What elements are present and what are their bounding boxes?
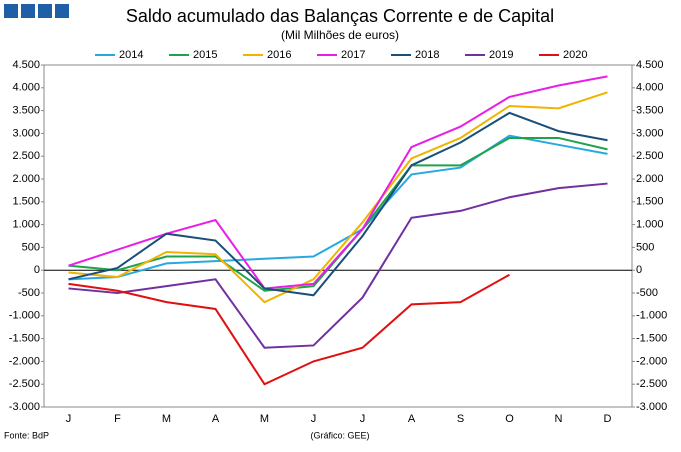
y-tick-label: -1.500 <box>9 333 40 345</box>
y2-tick-label: -2.500 <box>636 378 667 390</box>
y-tick-label: 500 <box>22 241 40 253</box>
x-tick-label: A <box>212 413 220 425</box>
chart-title: Saldo acumulado das Balanças Corrente e … <box>126 6 554 26</box>
legend-label: 2018 <box>415 49 439 61</box>
y-tick-label: -2.500 <box>9 378 40 390</box>
legend-label: 2017 <box>341 49 365 61</box>
logo <box>38 4 52 18</box>
source: Fonte: BdP <box>4 430 49 440</box>
logo <box>21 4 35 18</box>
series-line <box>68 273 510 386</box>
y2-tick-label: 1.000 <box>636 219 664 231</box>
y2-tick-label: 3.500 <box>636 105 664 117</box>
legend-label: 2014 <box>119 49 143 61</box>
series-line <box>68 182 608 349</box>
y2-tick-label: 1.500 <box>636 196 664 208</box>
y2-tick-label: -500 <box>636 287 658 299</box>
series-line <box>68 91 608 304</box>
y2-tick-label: -3.000 <box>636 401 667 413</box>
legend-label: 2016 <box>267 49 291 61</box>
y-tick-label: 3.000 <box>12 127 40 139</box>
logo <box>55 4 69 18</box>
legend-label: 2019 <box>489 49 513 61</box>
y-tick-label: -1.000 <box>9 310 40 322</box>
y-tick-label: 2.500 <box>12 150 40 162</box>
y-tick-label: -2.000 <box>9 355 40 367</box>
x-tick-label: J <box>311 413 317 425</box>
x-tick-label: J <box>66 413 72 425</box>
y-tick-label: 0 <box>34 264 40 276</box>
legend-label: 2015 <box>193 49 217 61</box>
y2-tick-label: 4.000 <box>636 82 664 94</box>
y-tick-label: 3.500 <box>12 105 40 117</box>
credit: (Gráfico: GEE) <box>310 430 369 440</box>
y2-tick-label: -2.000 <box>636 355 667 367</box>
y2-tick-label: 2.500 <box>636 150 664 162</box>
legend-label: 2020 <box>563 49 587 61</box>
x-tick-label: D <box>604 413 612 425</box>
y2-tick-label: 4.500 <box>636 59 664 71</box>
x-tick-label: M <box>162 413 171 425</box>
y2-tick-label: 500 <box>636 241 654 253</box>
y2-tick-label: 3.000 <box>636 127 664 139</box>
y2-tick-label: -1.500 <box>636 333 667 345</box>
x-tick-label: F <box>114 413 121 425</box>
y-tick-label: 4.000 <box>12 82 40 94</box>
y2-tick-label: 0 <box>636 264 642 276</box>
plot-frame <box>43 64 633 408</box>
y-tick-label: 2.000 <box>12 173 40 185</box>
y2-tick-label: 2.000 <box>636 173 664 185</box>
chart-subtitle: (Mil Milhões de euros) <box>281 28 399 42</box>
x-tick-label: A <box>408 413 416 425</box>
y-tick-label: -3.000 <box>9 401 40 413</box>
series-line <box>68 111 608 297</box>
y-tick-label: 1.500 <box>12 196 40 208</box>
x-tick-label: M <box>260 413 269 425</box>
y-tick-label: -500 <box>18 287 40 299</box>
x-tick-label: O <box>505 413 514 425</box>
y2-tick-label: -1.000 <box>636 310 667 322</box>
y-tick-label: 1.000 <box>12 219 40 231</box>
x-tick-label: S <box>457 413 464 425</box>
logo <box>4 4 18 18</box>
series-line <box>68 75 608 290</box>
y-tick-label: 4.500 <box>12 59 40 71</box>
x-tick-label: J <box>360 413 366 425</box>
x-tick-label: N <box>555 413 563 425</box>
